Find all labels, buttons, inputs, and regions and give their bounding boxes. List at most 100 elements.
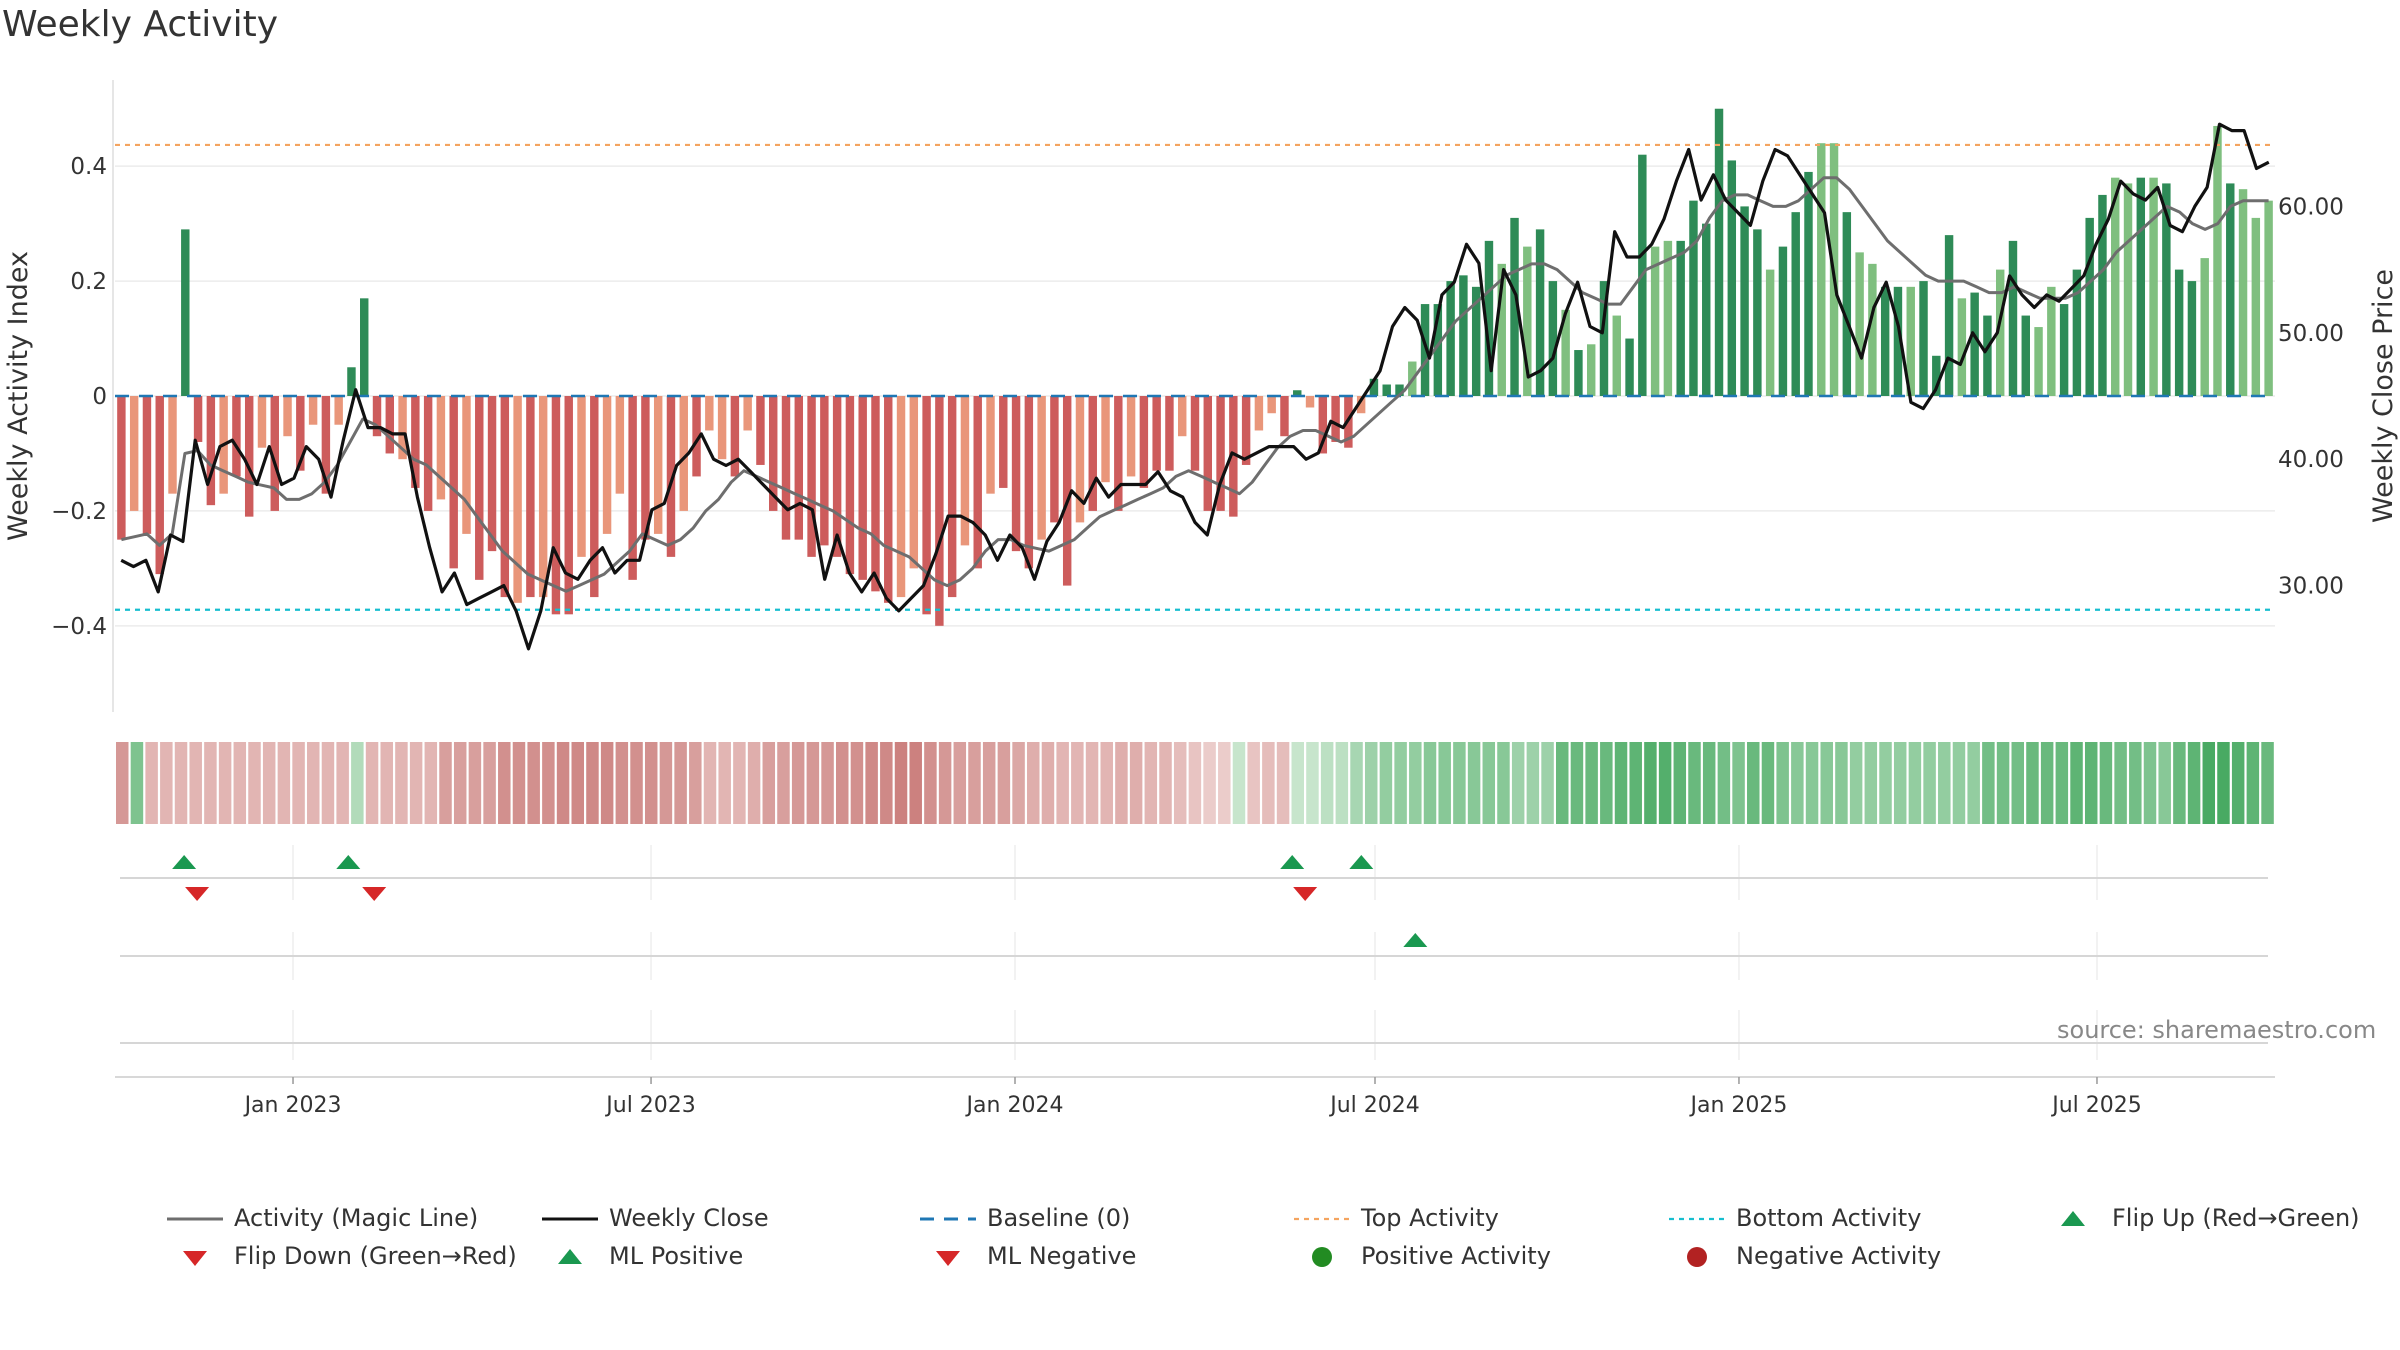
activity-bar — [2174, 269, 2184, 396]
activity-bar — [1088, 396, 1097, 511]
strip-cell — [1056, 742, 1069, 824]
activity-bar — [283, 396, 292, 437]
activity-bar — [1254, 396, 1264, 431]
strip-cell — [409, 742, 423, 824]
strip-cell — [880, 742, 893, 824]
activity-bar — [1919, 281, 1928, 396]
strip-cell — [1100, 742, 1113, 824]
activity-bar — [769, 396, 778, 511]
strip-cell — [1218, 742, 1231, 824]
legend-swatch-circle — [1312, 1247, 1332, 1267]
strip-cell — [307, 742, 320, 824]
strip-cell — [909, 742, 922, 824]
strip-cell — [1791, 742, 1804, 824]
strip-cell — [556, 742, 570, 824]
strip-cell — [1702, 742, 1716, 824]
activity-bar — [155, 396, 164, 575]
activity-bar — [692, 396, 701, 477]
strip-cell — [2187, 742, 2201, 824]
flip-down-marker — [1293, 887, 1318, 901]
strip-cell — [968, 742, 981, 824]
strip-cell — [938, 742, 952, 824]
strip-cell — [1879, 742, 1892, 824]
activity-bar — [347, 367, 356, 396]
activity-bar — [1369, 378, 1379, 396]
legend-swatch-down-triangle — [936, 1251, 960, 1266]
strip-cell — [1012, 742, 1025, 824]
strip-cell — [395, 742, 408, 824]
strip-cell — [1761, 742, 1775, 824]
legend-label: Positive Activity — [1361, 1242, 1551, 1270]
legend-label: Activity (Magic Line) — [234, 1204, 479, 1232]
strip-cell — [1423, 742, 1437, 824]
activity-bar — [475, 396, 484, 580]
strip-cell — [1085, 742, 1099, 824]
strip-cell — [2246, 742, 2260, 824]
activity-bar — [449, 396, 458, 569]
strip-cell — [733, 742, 746, 824]
activity-bar — [2213, 125, 2222, 397]
activity-bar — [1663, 240, 1673, 396]
strip-cell — [1041, 742, 1055, 824]
chart-title: Weekly Activity — [2, 4, 279, 45]
activity-bar — [1203, 396, 1212, 511]
flip-down-marker — [362, 887, 387, 901]
legend-swatch-up-triangle — [558, 1249, 582, 1264]
activity-bar — [1420, 304, 1430, 396]
strip-cell — [174, 742, 188, 824]
activity-bar — [2238, 189, 2248, 396]
activity-bar — [858, 396, 867, 580]
strip-cell — [1614, 742, 1628, 824]
activity-bar — [1714, 108, 1724, 397]
activity-bar — [1050, 396, 1059, 523]
activity-bar — [1446, 281, 1455, 396]
y-tick-label: 0 — [92, 384, 107, 410]
strip-cell — [1203, 742, 1216, 824]
y-tick-label: −0.4 — [51, 614, 107, 640]
activity-bar — [832, 396, 842, 557]
strip-cell — [1629, 742, 1642, 824]
activity-bar — [129, 396, 139, 511]
strip-cell — [483, 742, 496, 824]
strip-cell — [2084, 742, 2098, 824]
strip-cell — [982, 742, 996, 824]
magic-line-series — [121, 176, 2269, 593]
activity-bar — [2111, 177, 2120, 396]
activity-bar — [1753, 229, 1762, 396]
activity-bar — [884, 396, 893, 603]
activity-bar — [1702, 223, 1711, 396]
activity-bar — [2008, 240, 2018, 396]
activity-bar — [1280, 396, 1289, 437]
strip-cell — [865, 742, 878, 824]
legend-label: Negative Activity — [1736, 1242, 1942, 1270]
strip-cell — [762, 742, 776, 824]
activity-bar — [2200, 258, 2209, 396]
strip-cell — [1071, 742, 1084, 824]
activity-bar — [871, 396, 880, 592]
strip-cell — [689, 742, 702, 824]
activity-bar — [1983, 315, 1992, 396]
activity-bar — [411, 396, 420, 488]
activity-bar — [845, 396, 855, 575]
activity-bar — [2059, 304, 2069, 396]
activity-bar — [181, 229, 190, 396]
strip-cell — [1262, 742, 1275, 824]
activity-bar — [909, 396, 919, 569]
activity-bar — [2034, 327, 2043, 396]
strip-cell — [1144, 742, 1158, 824]
activity-bar — [1970, 292, 1979, 396]
strip-cell — [233, 742, 247, 824]
activity-bar — [1101, 396, 1110, 483]
activity-bar — [1190, 396, 1200, 471]
strip-cell — [1747, 742, 1760, 824]
legend-swatch — [167, 1217, 223, 1221]
strip-cell — [1511, 742, 1525, 824]
strip-cell — [1497, 742, 1510, 824]
legend-swatch-down-triangle — [183, 1251, 207, 1266]
strip-cell — [2099, 742, 2113, 824]
activity-bar — [1625, 338, 1634, 396]
activity-bar — [168, 396, 177, 494]
y2-tick-label: 30.00 — [2278, 574, 2344, 600]
strip-cell — [542, 742, 555, 824]
